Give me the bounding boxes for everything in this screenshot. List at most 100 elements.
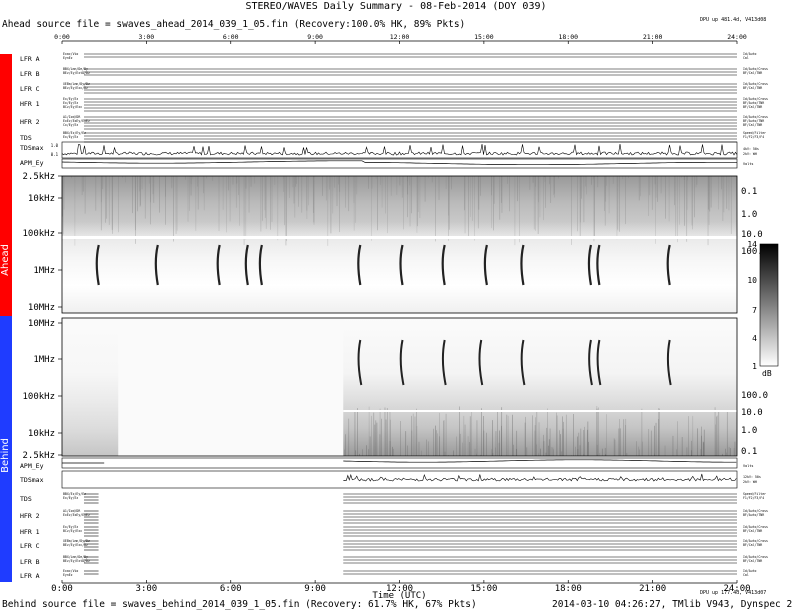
ahead-panel-sub: ExEz/ExEy/ExEz (63, 119, 90, 123)
time-axis-label: Time (UTC) (372, 591, 426, 601)
colorbar-tick: 14 (747, 240, 757, 249)
ahead-panel-right: BF/Auto/TNR (743, 119, 764, 123)
ahead-tdsmax-right: 2kV: WH (743, 152, 757, 156)
ahead-tds-tick: 1.0 (51, 143, 59, 148)
ahead-type-iii-burst (399, 244, 404, 286)
ahead-freq-tick: 2.5kHz (22, 172, 55, 182)
behind-source-line: Behind source file = swaves_behind_2014_… (2, 599, 477, 610)
behind-early-data (62, 318, 119, 456)
colorbar-tick: 7 (752, 306, 757, 315)
ahead-panel-right: Id/Auto (743, 52, 757, 56)
top-x-tick-label: 3:00 (139, 33, 155, 41)
behind-freq-tick: 1MHz (33, 355, 55, 365)
ahead-apm-trace (61, 160, 737, 166)
behind-panel-sub: XEBa/Lmn/Dy/Dz (63, 539, 90, 543)
behind-panel-sub: BEz/Ey/ExtD/Dz (63, 559, 90, 563)
colorbar-unit: dB (762, 369, 772, 378)
behind-panel-right: BF/Cal/TNR (743, 529, 762, 533)
ahead-tdsmax-frame (61, 141, 738, 159)
behind-spectrogram-frame (61, 317, 738, 457)
ahead-type-iii-burst (587, 244, 593, 286)
ahead-tdsmax-trace (61, 143, 738, 156)
ahead-freq-tick: 1MHz (33, 266, 55, 276)
behind-panel-right: BF/Cal/TNR (743, 559, 762, 563)
bottom-x-tick-label: 6:00 (220, 584, 242, 594)
ahead-freq-tick: 10kHz (28, 194, 55, 204)
ahead-tdsmax-right: 4kV: 50s (743, 147, 759, 151)
ahead-band-line (62, 236, 737, 239)
ahead-type-iii-burst (596, 244, 601, 286)
behind-panel-sub: BCz/Ey/Exc (63, 529, 82, 533)
behind-panel-right: Cal (743, 573, 749, 577)
ahead-right-tick: 0.1 (741, 187, 757, 197)
ahead-spectrogram-bg (62, 176, 737, 313)
ahead-type-iii-burst (357, 244, 362, 286)
behind-panel-sub: Ex/Ey/Ez (63, 496, 78, 500)
ahead-panel-right: BF/Cal/TNR (743, 123, 762, 127)
ahead-panel-right: Id/Auto/Cross (743, 82, 768, 86)
behind-freq-tick: 10kHz (28, 429, 55, 439)
ahead-apm-label: APM_Ey (20, 159, 44, 167)
ahead-panel-right: Id/Auto/Cross (743, 67, 768, 71)
ahead-freq-tick: 100kHz (22, 229, 55, 239)
behind-freq-tick: 2.5kHz (22, 451, 55, 461)
ahead-panel-label: TDS (20, 134, 32, 142)
ahead-panel-sub: BEz/Ey/Exc/Dz (63, 86, 88, 90)
ahead-panel-sub: Cx/Ey/Ez (63, 123, 78, 127)
ahead-panel-sub: Ex/Ey/Ez (63, 101, 78, 105)
behind-panel-right: BF/Auto/TNR (743, 513, 764, 517)
ahead-tds-tick: 0.1 (51, 152, 59, 157)
behind-type-iii-burst (520, 339, 526, 386)
behind-data-region (343, 318, 737, 456)
ahead-tdsmax-label: TDSmax (20, 144, 44, 152)
behind-right-tick: 10.0 (741, 408, 763, 418)
behind-band-line (343, 410, 737, 412)
ahead-dpu-info: DPU up 481.4d, V413d08 (700, 17, 767, 23)
bottom-x-tick-label: 24:00 (723, 584, 750, 594)
behind-panel-sub: Exac/Vio (63, 569, 78, 573)
ahead-panel-sub: Ex/Ey/Ez (63, 135, 78, 139)
behind-apm-frame (61, 457, 738, 469)
behind-panel-sub: ExEz/ExEy/ExEz (63, 513, 90, 517)
top-x-tick-label: 9:00 (307, 33, 323, 41)
ahead-panel-sub: BCz/Ey/Exc (63, 105, 82, 109)
ahead-panel-label: LFR A (20, 55, 40, 63)
behind-panel-sub: BBX/Ez/Ey/Ez (63, 492, 86, 496)
behind-freq-tick: 100kHz (22, 392, 55, 402)
behind-panel-right: Id/Auto/Cross (743, 509, 768, 513)
bottom-x-tick-label: 15:00 (470, 584, 497, 594)
ahead-right-tick: 10.0 (741, 230, 763, 240)
behind-panel-right: BF/Cal/TNR (743, 543, 762, 547)
ahead-panel-right: BF/Cal/TNR (743, 71, 762, 75)
behind-panel-label: TDS (20, 495, 32, 503)
bottom-x-tick-label: 9:00 (304, 584, 326, 594)
ahead-panel-sub: Exac/Vio (63, 52, 78, 56)
ahead-panel-right: Id/Auto/Cross (743, 115, 768, 119)
behind-panel-label: LFR B (20, 558, 40, 566)
top-x-tick-label: 12:00 (390, 33, 410, 41)
ahead-panel-sub: Ex/Ey/Ez (63, 97, 78, 101)
top-x-tick-label: 0:00 (54, 33, 70, 41)
behind-panel-right: Id/Auto (743, 569, 757, 573)
colorbar-tick: 4 (752, 334, 757, 343)
bottom-x-tick-label: 21:00 (639, 584, 666, 594)
ahead-type-iii-burst (154, 244, 159, 286)
ahead-panel-sub: BBX/Ez/Ey/Ez (63, 131, 86, 135)
behind-panel-label: HFR 2 (20, 512, 40, 520)
top-x-tick-label: 21:00 (643, 33, 663, 41)
ahead-source-line: Ahead source file = swaves_ahead_2014_03… (2, 19, 466, 30)
ahead-panel-label: LFR B (20, 70, 40, 78)
behind-tdsmax-right: 12kV: 50s (743, 475, 761, 479)
behind-panel-right: Id/Auto/Cross (743, 555, 768, 559)
bottom-x-tick-label: 12:00 (386, 584, 413, 594)
behind-panel-right: F1/F2/F3/F4 (743, 496, 764, 500)
behind-tdsmax-right: 2kV: WH (743, 480, 757, 484)
behind-right-tick: 1.0 (741, 426, 757, 436)
ahead-type-iii-burst (520, 244, 525, 286)
behind-panel-right: Id/Auto/Cross (743, 525, 768, 529)
behind-panel-sub: EynEz (63, 573, 73, 577)
behind-side-bar: Behind (0, 316, 12, 582)
ahead-type-iii-burst (441, 244, 446, 286)
behind-tdsmax-frame (61, 470, 738, 489)
top-x-tick-label: 6:00 (223, 33, 239, 41)
